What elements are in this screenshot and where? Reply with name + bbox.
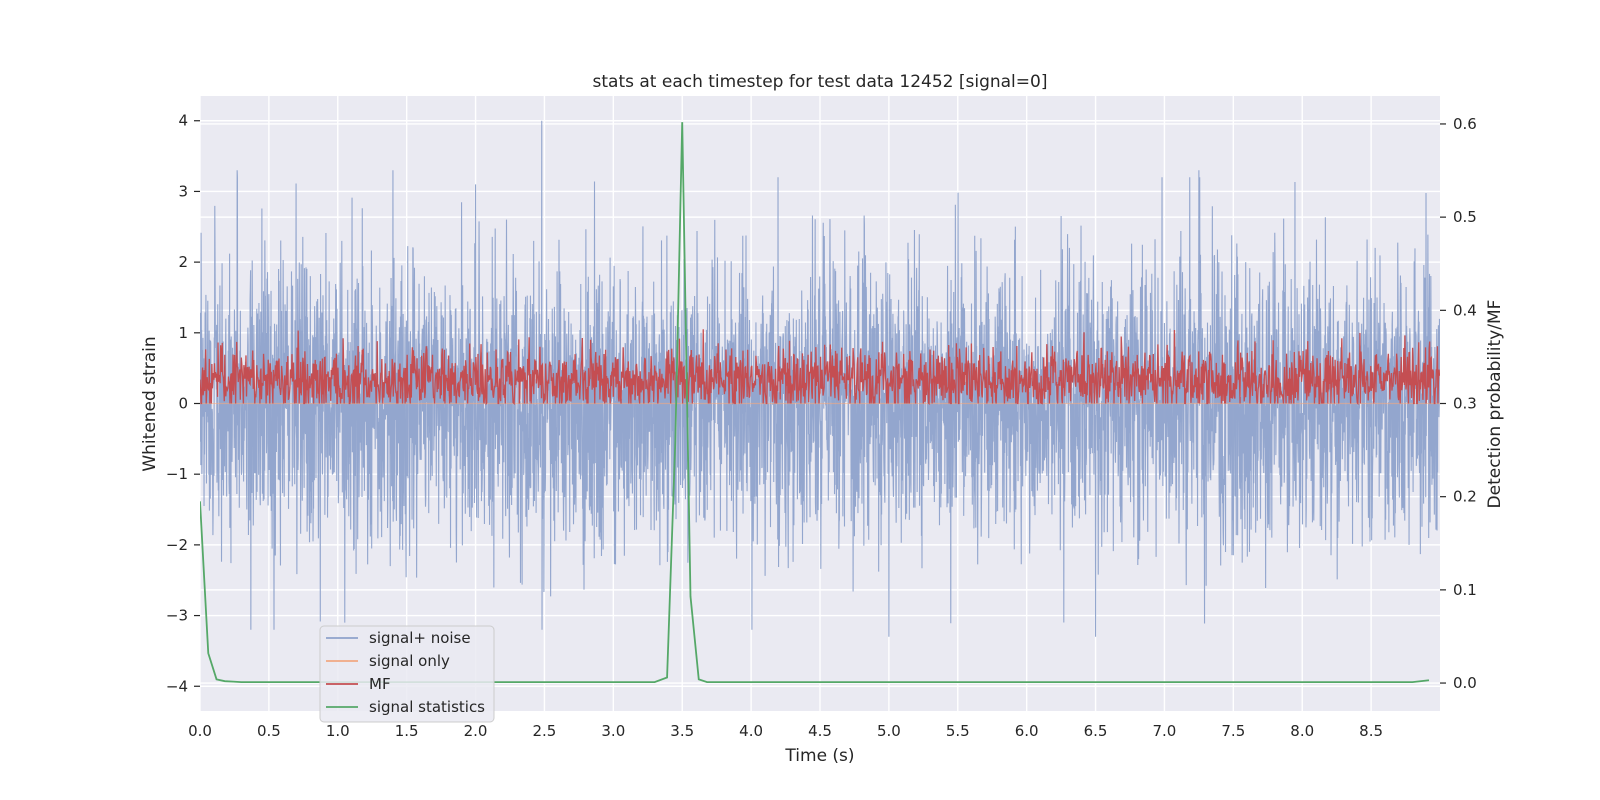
x-tick-label: 2.5	[533, 722, 557, 740]
x-tick-label: 4.0	[739, 722, 763, 740]
legend-label-mf: MF	[369, 675, 391, 693]
x-tick-label: 7.0	[1153, 722, 1177, 740]
y2-tick-label: 0.1	[1453, 581, 1477, 599]
y-tick-label: 0	[178, 395, 188, 413]
x-tick-label: 5.5	[946, 722, 970, 740]
x-tick-label: 4.5	[808, 722, 832, 740]
x-tick-label: 5.0	[877, 722, 901, 740]
x-tick-label: 6.0	[1015, 722, 1039, 740]
y2-axis-ticks: 0.6 0.5 0.4 0.3 0.2 0.1 0.0	[1440, 115, 1477, 692]
chart-title: stats at each timestep for test data 124…	[593, 72, 1048, 92]
x-tick-label: 8.5	[1359, 722, 1383, 740]
series-mf-line	[200, 329, 1440, 406]
x-tick-label: 6.5	[1084, 722, 1108, 740]
y-tick-label: −4	[166, 677, 188, 695]
series-layer	[200, 120, 1440, 684]
x-tick-label: 0.5	[257, 722, 281, 740]
y-tick-label: 3	[178, 182, 188, 200]
y2-tick-label: 0.3	[1453, 395, 1477, 413]
y-tick-label: −3	[166, 607, 188, 625]
x-tick-label: 3.5	[670, 722, 694, 740]
y2-tick-label: 0.0	[1453, 674, 1477, 692]
y2-tick-label: 0.6	[1453, 115, 1477, 133]
x-tick-label: 7.5	[1221, 722, 1245, 740]
x-tick-label: 0.0	[188, 722, 212, 740]
y2-tick-label: 0.2	[1453, 488, 1477, 506]
y-tick-label: 2	[178, 253, 188, 271]
x-tick-label: 2.0	[464, 722, 488, 740]
y2-tick-label: 0.5	[1453, 208, 1477, 226]
legend: signal+ noise signal only MF signal stat…	[319, 625, 495, 723]
series-signal-statistics-line	[200, 122, 1430, 684]
x-axis-ticks: 0.0 0.5 1.0 1.5 2.0 2.5 3.0 3.5 4.0 4.5 5.0 5.5 6.0 6…	[188, 722, 1383, 740]
legend-label-signal-only: signal only	[369, 652, 450, 670]
y-tick-label: −1	[166, 465, 188, 483]
y-axis-ticks: 4 3 2 1 0 −1 −2 −3 −4	[166, 112, 200, 695]
y-tick-label: 4	[178, 112, 188, 130]
x-axis-label: Time (s)	[784, 746, 854, 766]
x-tick-label: 8.0	[1290, 722, 1314, 740]
series-signal-noise-line	[200, 120, 1440, 637]
y2-tick-label: 0.4	[1453, 301, 1477, 319]
x-tick-label: 1.5	[395, 722, 419, 740]
y-tick-label: −2	[166, 536, 188, 554]
y-tick-label: 1	[178, 324, 188, 342]
y-axis-label: Whitened strain	[140, 336, 160, 471]
x-tick-label: 1.0	[326, 722, 350, 740]
y2-axis-label: Detection probability/MF	[1485, 300, 1505, 509]
legend-label-signal-statistics: signal statistics	[369, 698, 485, 716]
legend-label-signal-noise: signal+ noise	[369, 629, 471, 647]
x-tick-label: 3.0	[601, 722, 625, 740]
legend-box	[319, 625, 495, 723]
